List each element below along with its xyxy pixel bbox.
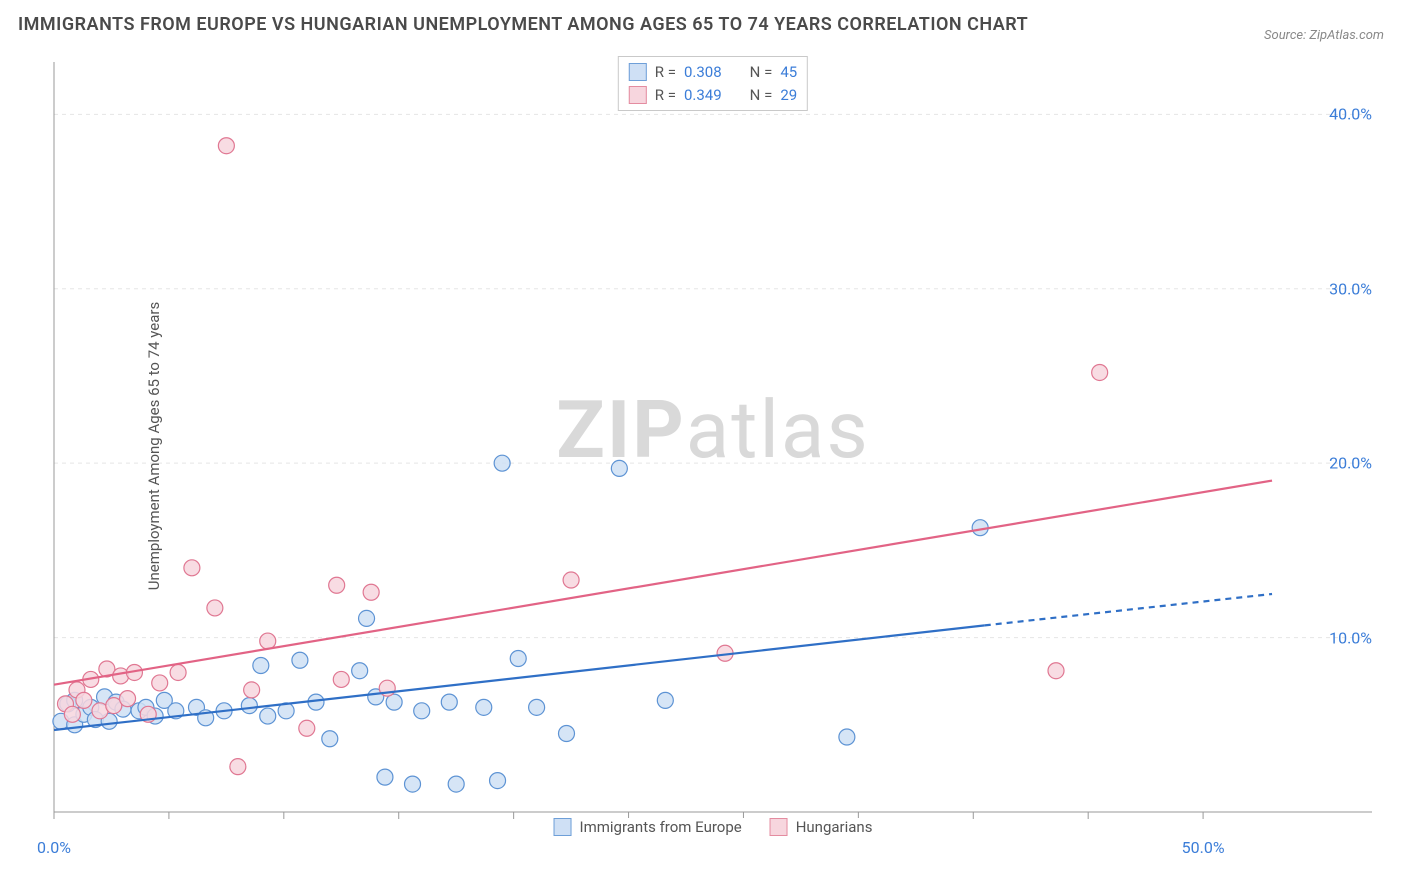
n-label: N = (750, 61, 773, 84)
chart-canvas (48, 56, 1378, 836)
y-tick-label: 40.0% (1329, 105, 1372, 124)
y-tick-label: 30.0% (1329, 279, 1372, 298)
legend-swatch (629, 86, 647, 104)
series-legend: Immigrants from Europe Hungarians (546, 818, 881, 836)
legend-swatch (554, 818, 572, 836)
x-tick-label: 0.0% (37, 838, 71, 857)
correlation-legend-row: R = 0.349 N = 29 (629, 84, 797, 107)
correlation-legend-row: R = 0.308 N = 45 (629, 61, 797, 84)
r-label: R = (655, 84, 676, 107)
n-label: N = (750, 84, 773, 107)
legend-swatch (629, 63, 647, 81)
series-legend-item: Immigrants from Europe (554, 818, 742, 836)
x-tick-label: 50.0% (1182, 838, 1225, 857)
source-attribution: Source: ZipAtlas.com (1264, 28, 1384, 43)
scatter-plot: ZIPatlas R =0.308N =45R =0.349N =29 Immi… (48, 56, 1378, 836)
series-legend-label: Hungarians (796, 818, 873, 836)
y-tick-label: 10.0% (1329, 628, 1372, 647)
y-tick-label: 20.0% (1329, 454, 1372, 473)
r-value: 0.349 (684, 84, 722, 107)
r-label: R = (655, 61, 676, 84)
series-legend-label: Immigrants from Europe (580, 818, 742, 836)
correlation-legend: R = 0.308 N = 45 R = 0.349 N = 29 (618, 56, 808, 111)
legend-swatch (770, 818, 788, 836)
r-value: 0.308 (684, 61, 722, 84)
chart-title: IMMIGRANTS FROM EUROPE VS HUNGARIAN UNEM… (18, 14, 1028, 35)
n-value: 45 (780, 61, 797, 84)
n-value: 29 (780, 84, 797, 107)
series-legend-item: Hungarians (770, 818, 873, 836)
